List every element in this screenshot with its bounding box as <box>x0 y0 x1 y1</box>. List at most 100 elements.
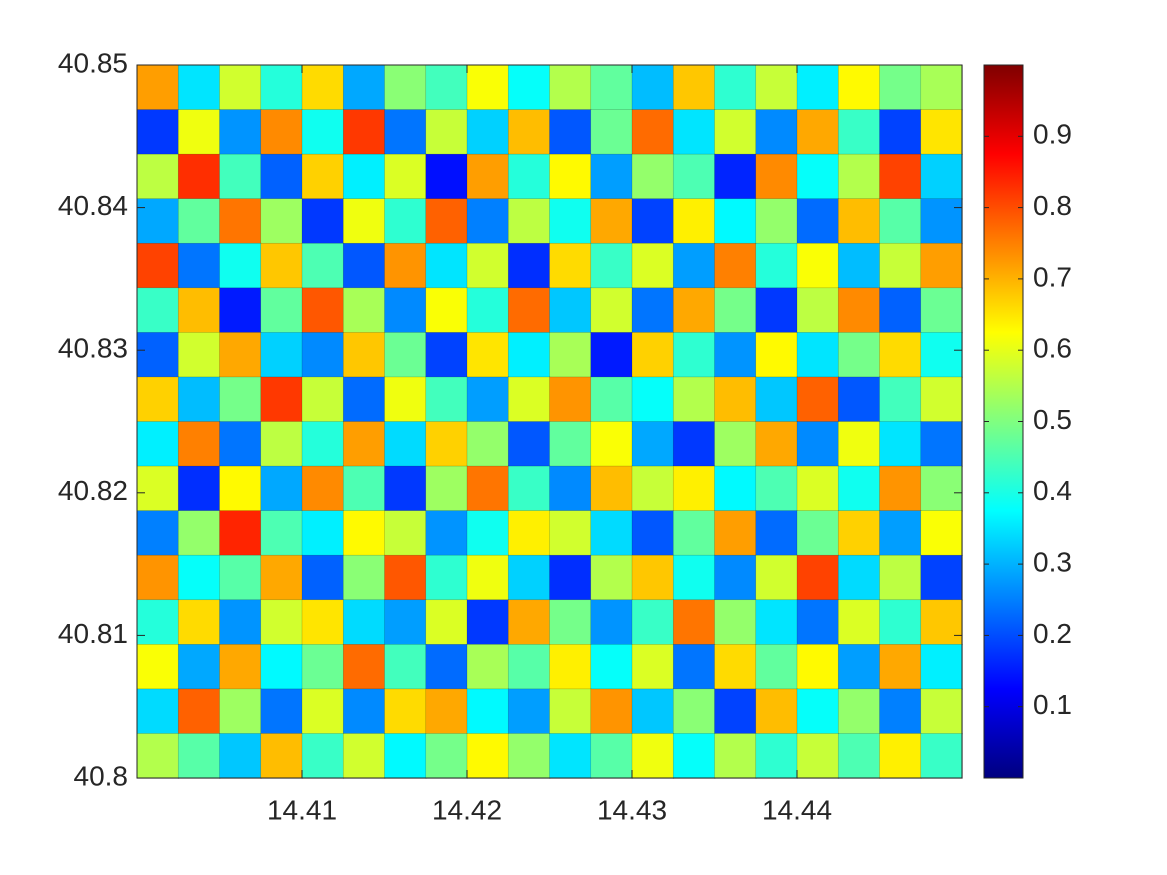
heatmap-cell <box>342 109 386 155</box>
heatmap-cell <box>177 733 221 779</box>
heatmap-cell <box>590 733 633 779</box>
heatmap-cell <box>631 198 675 245</box>
x-tick-label: 14.44 <box>762 794 832 825</box>
heatmap-cell <box>755 287 798 334</box>
heatmap-cell <box>260 198 303 245</box>
heatmap-cell <box>672 688 716 735</box>
heatmap-cell <box>549 510 592 556</box>
heatmap-cell <box>466 599 510 646</box>
heatmap-cell <box>260 242 303 289</box>
heatmap-cell <box>549 465 592 512</box>
heatmap-cell <box>177 599 221 646</box>
heatmap-cell <box>837 644 881 690</box>
heatmap-cell <box>260 554 303 601</box>
heatmap-cell <box>425 198 468 245</box>
y-tick-label: 40.85 <box>58 47 128 78</box>
heatmap-cell <box>219 465 262 512</box>
heatmap-cell <box>714 198 757 245</box>
heatmap-cell <box>879 376 922 423</box>
heatmap-cell <box>590 599 633 646</box>
heatmap-cell <box>549 688 592 735</box>
colorbar-tick-label: 0.2 <box>1033 618 1072 649</box>
heatmap-cell <box>466 733 510 779</box>
heatmap-cell <box>672 64 716 111</box>
heatmap-cell <box>590 554 633 601</box>
heatmap-cell <box>466 644 510 690</box>
heatmap-cell <box>177 198 221 245</box>
heatmap-cell <box>549 421 592 467</box>
heatmap-cell <box>425 153 468 200</box>
heatmap-cell <box>879 644 922 690</box>
heatmap-cell <box>590 198 633 245</box>
heatmap-cell <box>549 153 592 200</box>
heatmap-cell <box>136 644 180 690</box>
heatmap-cell <box>879 510 922 556</box>
heatmap-cell <box>879 421 922 467</box>
heatmap-cell <box>879 287 922 334</box>
heatmap-cell <box>672 376 716 423</box>
heatmap-cell <box>796 599 840 646</box>
heatmap-cell <box>260 510 303 556</box>
heatmap-cell <box>466 109 510 155</box>
heatmap-cell <box>796 198 840 245</box>
heatmap-cell <box>507 599 551 646</box>
heatmap-cell <box>177 554 221 601</box>
heatmap-cell <box>796 465 840 512</box>
heatmap-cell <box>136 64 180 111</box>
heatmap-cell <box>837 198 881 245</box>
heatmap-cell <box>549 733 592 779</box>
heatmap-cell <box>260 332 303 378</box>
heatmap-cell <box>466 376 510 423</box>
heatmap-cell <box>590 510 633 556</box>
heatmap-cell <box>136 733 180 779</box>
heatmap-cell <box>672 554 716 601</box>
heatmap-cell <box>920 733 963 779</box>
heatmap-cell <box>714 153 757 200</box>
heatmap-cell <box>342 332 386 378</box>
heatmap-cell <box>177 465 221 512</box>
heatmap-cell <box>384 153 427 200</box>
heatmap-cell <box>425 554 468 601</box>
heatmap-cell <box>301 287 345 334</box>
heatmap-cell <box>219 332 262 378</box>
heatmap-cell <box>342 644 386 690</box>
heatmap-cell <box>136 332 180 378</box>
heatmap-cell <box>260 153 303 200</box>
heatmap-cell <box>837 287 881 334</box>
heatmap-cell <box>755 733 798 779</box>
heatmap-cell <box>219 421 262 467</box>
heatmap-cell <box>384 599 427 646</box>
heatmap-cell <box>837 510 881 556</box>
heatmap-cell <box>384 332 427 378</box>
heatmap-cell <box>507 733 551 779</box>
heatmap-cell <box>879 153 922 200</box>
heatmap-cell <box>631 332 675 378</box>
heatmap-cell <box>301 599 345 646</box>
heatmap-cell <box>590 644 633 690</box>
heatmap-cell <box>342 153 386 200</box>
heatmap-cell <box>425 733 468 779</box>
heatmap-cell <box>342 465 386 512</box>
heatmap-cell <box>714 376 757 423</box>
colorbar-tick-label: 0.1 <box>1033 689 1072 720</box>
heatmap-cell <box>301 64 345 111</box>
heatmap-cell <box>879 109 922 155</box>
colorbar-tick-label: 0.3 <box>1033 546 1072 577</box>
colorbar-tick-label: 0.7 <box>1033 261 1072 292</box>
heatmap-cell <box>177 510 221 556</box>
heatmap-cell <box>714 599 757 646</box>
heatmap-cell <box>466 421 510 467</box>
heatmap-cell <box>342 421 386 467</box>
heatmap-cell <box>136 242 180 289</box>
heatmap-cell <box>755 332 798 378</box>
heatmap-cell <box>549 287 592 334</box>
heatmap-cell <box>177 109 221 155</box>
heatmap-cell <box>301 332 345 378</box>
heatmap-cell <box>301 554 345 601</box>
heatmap-cell <box>920 153 963 200</box>
heatmap-cell <box>384 554 427 601</box>
heatmap-cell <box>590 688 633 735</box>
heatmap-cell <box>631 599 675 646</box>
heatmap-cell <box>219 242 262 289</box>
